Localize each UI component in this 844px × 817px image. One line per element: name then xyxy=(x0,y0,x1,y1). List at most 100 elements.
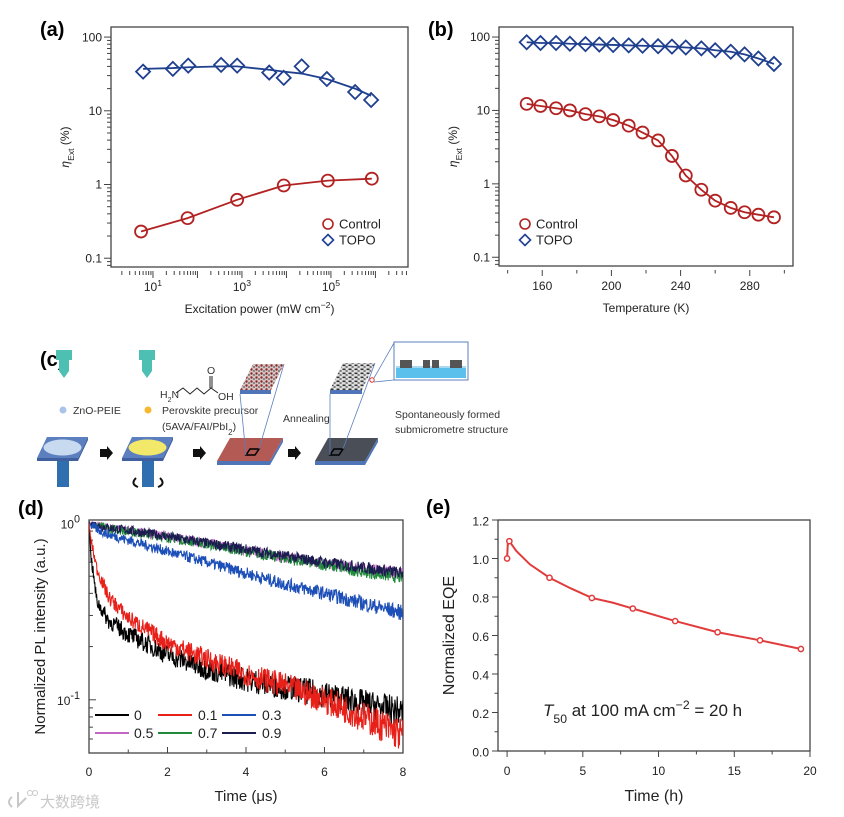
y-axis-title: Normalized EQE xyxy=(441,576,458,695)
cross-section-inset xyxy=(393,341,469,381)
y-tick-label: 100 xyxy=(61,513,80,531)
data-point-control xyxy=(320,173,335,188)
data-point-control xyxy=(230,192,245,207)
legend-label-0.1: 0.1 xyxy=(198,707,218,723)
y-axis-title: ηExt (%) xyxy=(446,126,464,167)
chart-b: 160 200 240 280 0.1 1 10 100 Temperature (K) ηExt… xyxy=(446,26,794,315)
x-tick-label: 240 xyxy=(671,279,691,293)
data-point-topo xyxy=(532,34,549,52)
plot-frame xyxy=(110,26,409,268)
decay-curves xyxy=(89,520,403,749)
substrate-perovskite xyxy=(217,363,285,465)
y-tick-label: 10 xyxy=(477,104,491,118)
arrow-icon xyxy=(193,446,206,460)
precursor-dot-icon xyxy=(144,406,152,414)
panel-label-b: (b) xyxy=(428,19,454,41)
eqe-data-point xyxy=(756,636,764,644)
data-point-topo xyxy=(346,83,364,101)
chart-a: 101 103 105 0.1 1 10 100 Excitation power (mW c… xyxy=(58,26,409,316)
arrow-icon xyxy=(288,446,301,460)
legend-marker-topo xyxy=(321,233,335,247)
substrate-annealed xyxy=(315,342,395,465)
watermark-logo: 大数跨境 xyxy=(8,790,100,811)
data-point-topo xyxy=(663,38,681,55)
svg-text:H2N: H2N xyxy=(160,389,179,404)
arrow-icon xyxy=(100,446,113,460)
data-point-control xyxy=(578,107,593,122)
molecule-n: N xyxy=(172,389,180,401)
decay-curve-0.9 xyxy=(89,520,403,579)
data-point-control xyxy=(651,133,666,148)
y-tick-label: 10 xyxy=(89,104,103,118)
y-tick-label: 0.8 xyxy=(472,592,489,606)
data-point-control xyxy=(180,211,195,226)
y-tick-label: 100 xyxy=(82,30,102,44)
eqe-data-point xyxy=(506,537,513,545)
data-point-topo xyxy=(547,34,565,52)
eqe-data-point xyxy=(797,645,805,653)
x-axis-title: Time (h) xyxy=(625,788,684,805)
legend-label-topo: TOPO xyxy=(339,233,376,248)
precursor-formula: (5AVA/FAI/PbI2) xyxy=(162,421,236,437)
molecule-h2n-sub: 2 xyxy=(168,397,172,404)
fabrication-diagram: ZnO-PEIE H2N O OH Perovskite precursor ( xyxy=(37,341,508,488)
data-point-topo xyxy=(677,39,695,56)
data-point-topo xyxy=(164,60,182,78)
panel-label-e: (e) xyxy=(426,497,450,519)
rotation-arrow-icon xyxy=(132,477,139,488)
panel-label-d: (d) xyxy=(18,498,44,520)
data-point-control xyxy=(549,101,563,116)
y-tick-label: 10-1 xyxy=(57,690,80,708)
plot-frame xyxy=(498,26,794,267)
eqe-data-point xyxy=(503,555,511,562)
x-tick-label: 8 xyxy=(400,765,407,779)
data-point-control xyxy=(276,178,291,193)
eqe-data-point xyxy=(671,617,679,625)
data-point-control xyxy=(751,207,766,222)
y-tick-label: 1 xyxy=(483,177,490,191)
y-tick-label: 1 xyxy=(95,178,102,192)
x-tick-label: 20 xyxy=(803,764,817,778)
y-axis-title: Normalized PL intensity (a.u.) xyxy=(32,538,49,734)
data-point-topo xyxy=(228,57,246,74)
x-tick-label: 105 xyxy=(322,278,340,294)
legend-marker-topo xyxy=(518,233,532,247)
x-tick-label: 103 xyxy=(233,278,251,294)
data-point-topo xyxy=(706,42,724,59)
x-tick-label: 5 xyxy=(579,764,586,778)
y-tick-label: 0.1 xyxy=(85,251,102,265)
data-point-control xyxy=(592,109,607,124)
substrate-zno xyxy=(37,437,88,487)
eqe-data-point xyxy=(629,605,637,612)
data-point-topo xyxy=(620,37,637,54)
pipette-icon xyxy=(139,350,155,378)
data-point-topo xyxy=(275,69,293,87)
y-tick-label: 0.6 xyxy=(472,630,489,644)
fit-line-control xyxy=(140,177,372,233)
chart-d: 0 2 4 6 8 10-1 100 Time (μs) Normalized PL inten… xyxy=(32,513,407,805)
x-tick-label: 160 xyxy=(532,279,552,293)
data-point-topo xyxy=(293,58,310,75)
eqe-data-point xyxy=(588,594,596,602)
y-tick-label: 0.2 xyxy=(472,707,489,721)
x-tick-label: 4 xyxy=(243,765,250,779)
x-tick-label: 10 xyxy=(652,764,666,778)
x-tick-label: 6 xyxy=(321,765,328,779)
x-axis-title: Excitation power (mW cm−2) xyxy=(185,300,335,316)
data-point-control xyxy=(621,118,636,133)
x-tick-label: 101 xyxy=(144,278,162,294)
rotation-arrow-icon xyxy=(157,477,164,488)
pipette-icon xyxy=(56,350,72,378)
precursor-formula-main: (5AVA/FAI/PbI xyxy=(162,421,228,433)
legend-label-0.9: 0.9 xyxy=(262,725,282,741)
y-tick-label: 100 xyxy=(470,30,490,44)
structure-label-line2: submicrometre structure xyxy=(395,424,508,436)
decay-curve-0.1 xyxy=(89,522,403,749)
data-point-topo xyxy=(179,57,197,74)
legend-marker-control xyxy=(322,218,334,230)
data-point-topo xyxy=(518,33,535,51)
x-tick-label: 15 xyxy=(728,764,742,778)
decay-curve-0.3 xyxy=(89,522,403,621)
